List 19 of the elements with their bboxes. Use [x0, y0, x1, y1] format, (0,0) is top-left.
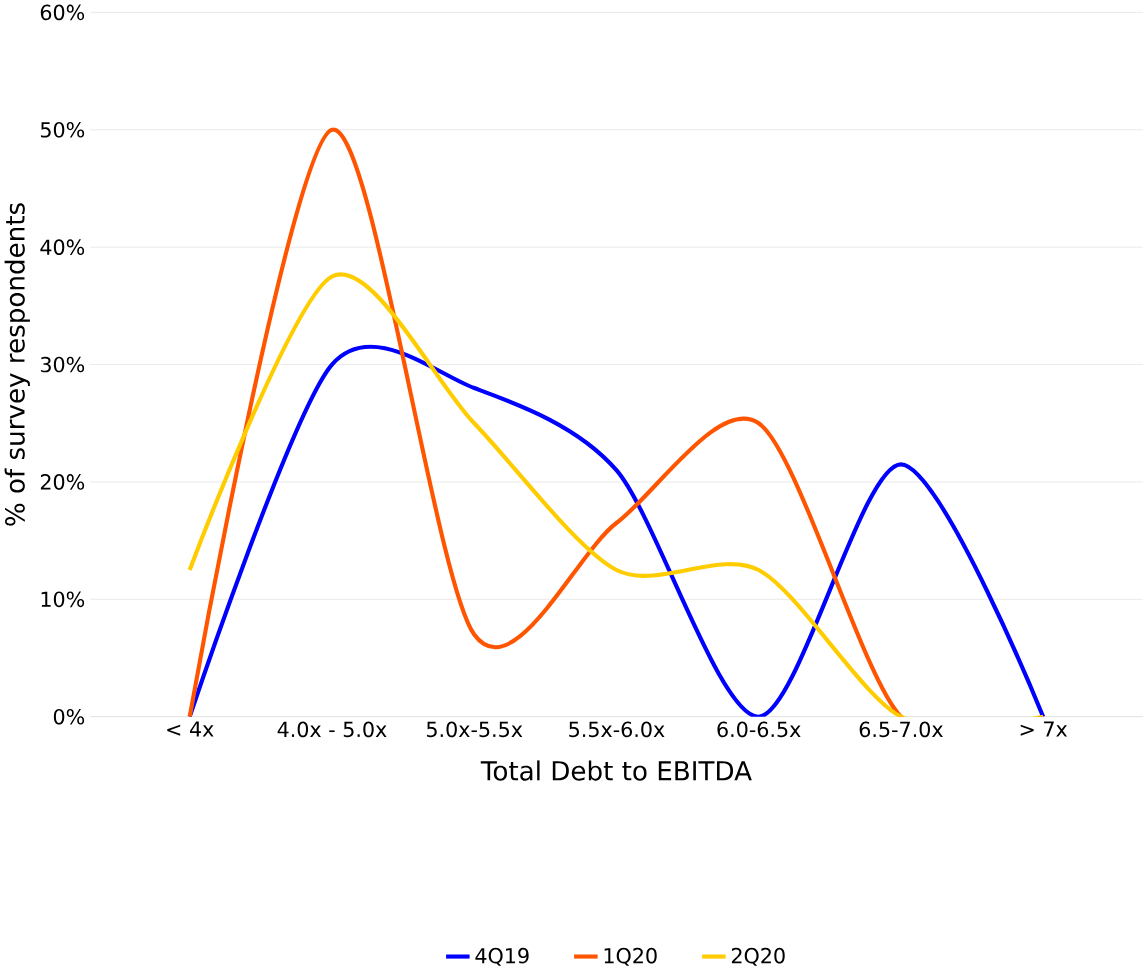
x-tick-label: 6.5-7.0x [859, 721, 943, 738]
y-tick-label: 50% [40, 122, 85, 138]
x-axis-title: Total Debt to EBITDA [480, 760, 752, 781]
y-tick-label: 20% [40, 474, 85, 490]
y-tick-label: 40% [40, 239, 85, 256]
x-tick-label: > 7x [1020, 721, 1068, 737]
x-tick-label: 5.5x-6.0x [569, 721, 665, 738]
legend-label: 4Q19 [475, 947, 529, 966]
y-tick-label: 0% [53, 709, 85, 725]
legend-label: 2Q20 [731, 947, 785, 966]
y-tick-label: 10% [41, 591, 85, 608]
y-axis-title: % of survey respondents [4, 203, 30, 526]
x-tick-label: 5.0x-5.5x [426, 721, 523, 738]
legend-label: 1Q20 [604, 947, 657, 966]
x-tick-label: < 4x [167, 721, 214, 737]
x-tick-label: 4.0x - 5.0x [277, 721, 387, 738]
y-tick-label: 60% [40, 4, 85, 21]
y-tick-label: 30% [40, 356, 85, 373]
x-tick-label: 6.0-6.5x [717, 721, 801, 738]
